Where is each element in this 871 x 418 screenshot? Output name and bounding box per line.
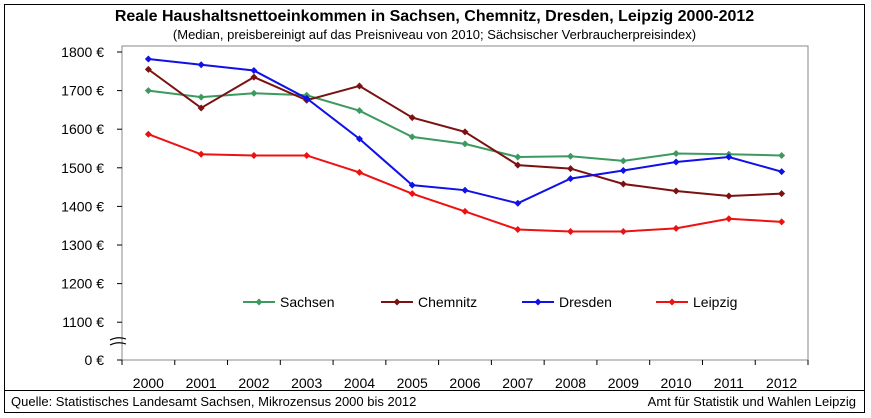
data-point-sachsen bbox=[514, 153, 522, 161]
y-tick-label: 1100 € bbox=[62, 314, 104, 330]
data-point-chemnitz bbox=[778, 190, 786, 198]
data-point-sachsen bbox=[461, 140, 469, 148]
data-point-chemnitz bbox=[725, 192, 733, 200]
data-point-sachsen bbox=[250, 89, 258, 97]
x-tick-label: 2008 bbox=[555, 375, 586, 391]
legend-marker-sachsen bbox=[255, 298, 263, 306]
legend-label-sachsen: Sachsen bbox=[280, 294, 334, 310]
data-point-leipzig bbox=[725, 215, 733, 223]
legend-marker-leipzig bbox=[668, 298, 676, 306]
y-tick-label: 1400 € bbox=[61, 198, 104, 214]
x-tick-label: 2012 bbox=[766, 375, 797, 391]
data-point-leipzig bbox=[355, 168, 363, 176]
publisher-note: Amt für Statistik und Wahlen Leipzig bbox=[647, 394, 856, 409]
data-point-chemnitz bbox=[567, 165, 575, 173]
data-point-dresden bbox=[303, 94, 311, 102]
legend-label-leipzig: Leipzig bbox=[693, 294, 737, 310]
data-point-dresden bbox=[355, 135, 363, 143]
data-point-leipzig bbox=[250, 151, 258, 159]
x-tick-label: 2006 bbox=[449, 375, 480, 391]
legend-label-chemnitz: Chemnitz bbox=[418, 294, 477, 310]
data-point-dresden bbox=[250, 67, 258, 75]
chart-subtitle: (Median, preisbereinigt auf das Preisniv… bbox=[172, 27, 697, 42]
data-point-dresden bbox=[672, 158, 680, 166]
legend-marker-dresden bbox=[534, 298, 542, 306]
data-point-dresden bbox=[408, 181, 416, 189]
x-tick-label: 2002 bbox=[238, 375, 269, 391]
x-tick-label: 2009 bbox=[608, 375, 639, 391]
data-point-leipzig bbox=[619, 227, 627, 235]
axis-break-upper bbox=[109, 337, 127, 341]
y-tick-label: 1500 € bbox=[61, 160, 104, 176]
x-tick-label: 2004 bbox=[344, 375, 375, 391]
y-tick-label: 1600 € bbox=[61, 121, 104, 137]
data-point-leipzig bbox=[461, 207, 469, 215]
plot-area bbox=[121, 45, 809, 361]
data-point-chemnitz bbox=[197, 104, 205, 112]
data-point-sachsen bbox=[144, 87, 152, 95]
x-tick-label: 2000 bbox=[133, 375, 164, 391]
data-point-leipzig bbox=[567, 227, 575, 235]
y-tick-label: 1800 € bbox=[61, 44, 104, 60]
data-point-chemnitz bbox=[514, 161, 522, 169]
data-point-dresden bbox=[725, 153, 733, 161]
data-point-chemnitz bbox=[144, 65, 152, 73]
source-note: Quelle: Statistisches Landesamt Sachsen,… bbox=[11, 394, 417, 409]
y-tick-label: 1300 € bbox=[61, 237, 104, 253]
legend-label-dresden: Dresden bbox=[559, 294, 612, 310]
legend-marker-chemnitz bbox=[393, 298, 401, 306]
axis-break-lower bbox=[109, 342, 127, 346]
data-point-chemnitz bbox=[461, 128, 469, 136]
data-point-sachsen bbox=[408, 133, 416, 141]
x-tick-label: 2005 bbox=[397, 375, 428, 391]
data-point-sachsen bbox=[778, 151, 786, 159]
x-tick-label: 2011 bbox=[714, 375, 744, 391]
data-point-dresden bbox=[778, 168, 786, 176]
data-point-sachsen bbox=[355, 107, 363, 115]
data-point-leipzig bbox=[197, 150, 205, 158]
data-point-chemnitz bbox=[355, 82, 363, 90]
footer-divider bbox=[5, 390, 864, 391]
data-point-leipzig bbox=[672, 224, 680, 232]
y-tick-label: 0 € bbox=[85, 352, 105, 368]
data-point-leipzig bbox=[514, 226, 522, 234]
data-point-leipzig bbox=[778, 218, 786, 226]
x-tick-label: 2001 bbox=[186, 375, 217, 391]
chart-title: Reale Haushaltsnettoeinkommen in Sachsen… bbox=[114, 8, 755, 25]
data-point-chemnitz bbox=[672, 187, 680, 195]
x-tick-label: 2003 bbox=[291, 375, 322, 391]
data-point-sachsen bbox=[672, 150, 680, 158]
x-tick-label: 2007 bbox=[502, 375, 533, 391]
data-point-leipzig bbox=[144, 130, 152, 138]
data-point-chemnitz bbox=[250, 73, 258, 81]
data-point-sachsen bbox=[619, 157, 627, 165]
x-tick-label: 2010 bbox=[660, 375, 691, 391]
data-point-dresden bbox=[461, 186, 469, 194]
y-tick-label: 1200 € bbox=[61, 276, 104, 292]
data-point-dresden bbox=[567, 175, 575, 183]
data-point-leipzig bbox=[408, 190, 416, 198]
data-point-sachsen bbox=[197, 93, 205, 101]
data-point-sachsen bbox=[567, 152, 575, 160]
data-point-dresden bbox=[619, 167, 627, 175]
data-point-dresden bbox=[144, 55, 152, 63]
data-point-dresden bbox=[514, 199, 522, 207]
data-point-chemnitz bbox=[408, 114, 416, 122]
y-tick-label: 1700 € bbox=[61, 83, 104, 99]
data-point-leipzig bbox=[303, 151, 311, 159]
data-point-chemnitz bbox=[619, 180, 627, 188]
data-point-dresden bbox=[197, 61, 205, 69]
